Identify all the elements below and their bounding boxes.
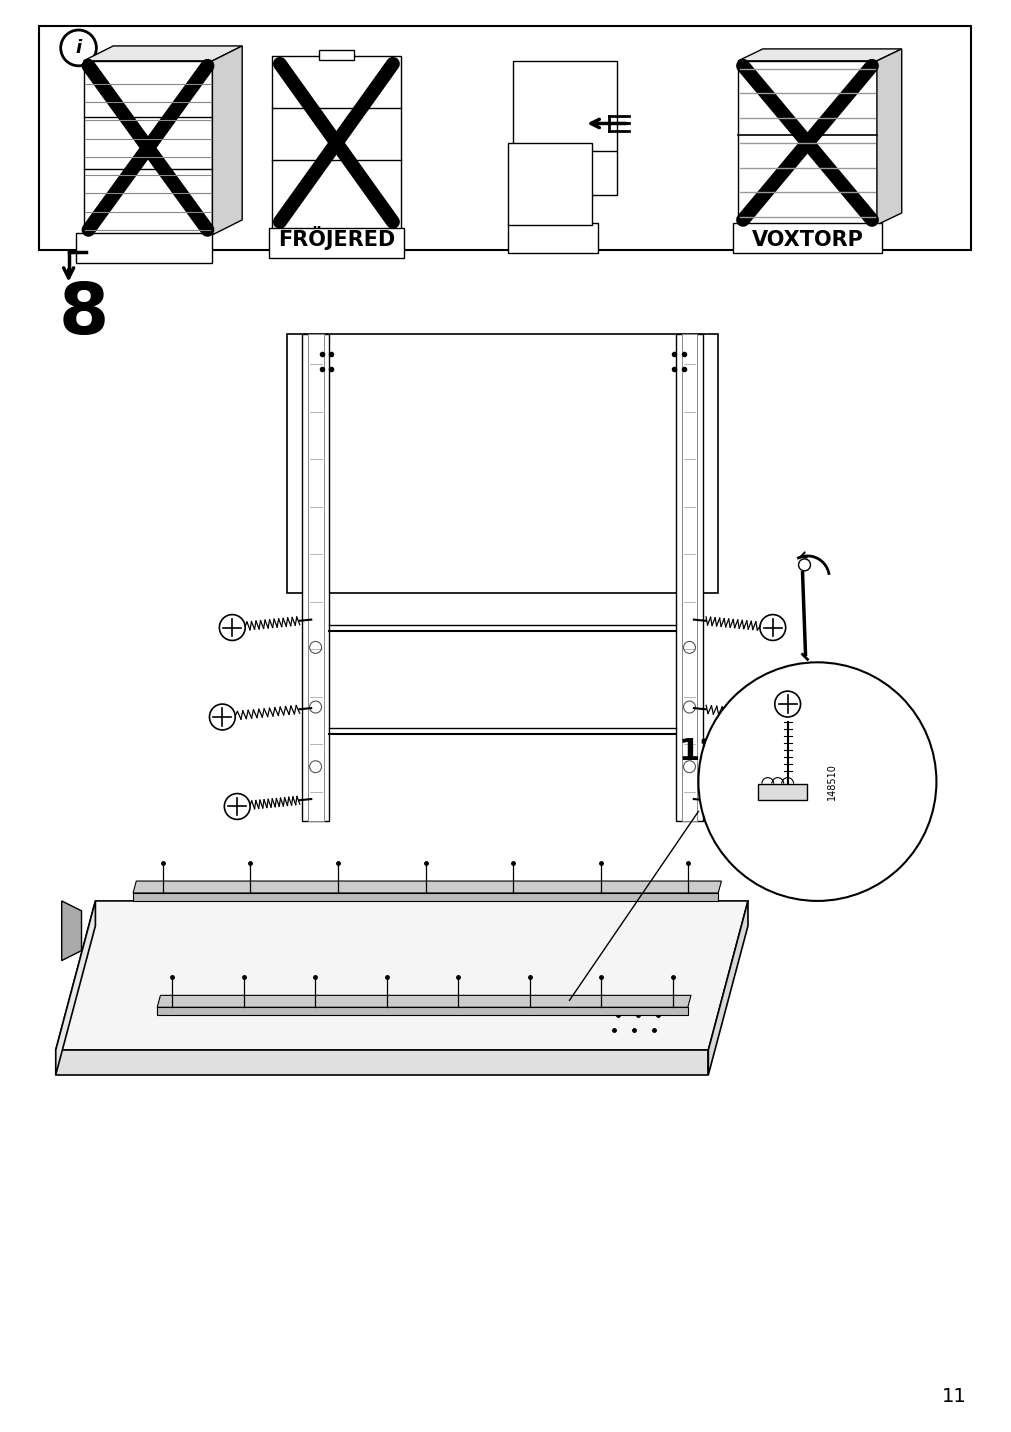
Polygon shape <box>133 894 718 901</box>
Circle shape <box>698 663 935 901</box>
Text: 11: 11 <box>940 1388 966 1406</box>
Polygon shape <box>62 901 82 961</box>
FancyBboxPatch shape <box>269 228 403 258</box>
FancyBboxPatch shape <box>737 60 877 225</box>
Polygon shape <box>56 901 747 1050</box>
FancyBboxPatch shape <box>508 223 598 252</box>
Polygon shape <box>84 46 242 60</box>
FancyBboxPatch shape <box>757 783 807 799</box>
FancyBboxPatch shape <box>508 143 591 225</box>
Text: i: i <box>76 39 82 57</box>
FancyBboxPatch shape <box>286 334 718 593</box>
Polygon shape <box>133 881 721 894</box>
FancyBboxPatch shape <box>307 334 324 822</box>
FancyBboxPatch shape <box>318 50 354 60</box>
FancyBboxPatch shape <box>675 334 703 822</box>
FancyBboxPatch shape <box>84 60 212 235</box>
Polygon shape <box>56 1050 708 1075</box>
Text: 148510: 148510 <box>827 763 836 800</box>
Text: 8: 8 <box>59 279 109 349</box>
Polygon shape <box>56 901 95 1075</box>
FancyBboxPatch shape <box>513 60 617 195</box>
Polygon shape <box>877 49 901 225</box>
FancyBboxPatch shape <box>301 334 330 822</box>
Text: FRÖJERED: FRÖJERED <box>277 226 394 249</box>
Polygon shape <box>212 46 242 235</box>
FancyBboxPatch shape <box>38 26 971 249</box>
Polygon shape <box>708 901 747 1075</box>
FancyBboxPatch shape <box>76 233 212 262</box>
Polygon shape <box>737 49 901 60</box>
Text: VOXTORP: VOXTORP <box>751 229 862 249</box>
FancyBboxPatch shape <box>680 334 697 822</box>
Polygon shape <box>157 1007 687 1015</box>
Text: 12x: 12x <box>678 737 740 766</box>
FancyBboxPatch shape <box>272 56 400 231</box>
Polygon shape <box>157 995 691 1007</box>
FancyBboxPatch shape <box>732 223 881 252</box>
